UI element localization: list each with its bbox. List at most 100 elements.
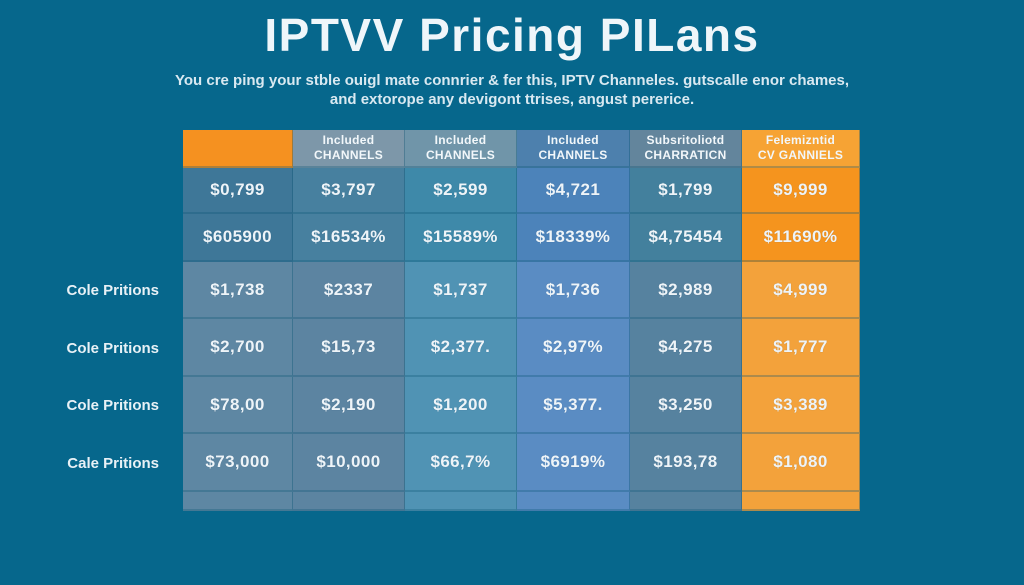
- price-value: $78,00: [210, 394, 265, 414]
- price-cell: $78,00: [183, 377, 293, 434]
- empty-cell: [293, 492, 405, 511]
- price-value: $2,989: [658, 279, 713, 299]
- header-cell: Subsritoliotd CHARRATICN: [630, 130, 742, 168]
- price-cell: $1,738: [183, 262, 293, 319]
- price-value: $605900: [203, 227, 272, 246]
- price-cell: $0,799: [183, 168, 293, 214]
- price-value: $1,738: [210, 279, 265, 299]
- price-cell: $2,97%: [517, 319, 630, 377]
- header-text: Included: [322, 133, 375, 147]
- header-text: CHARRATICN: [644, 148, 727, 162]
- price-value: $1,799: [658, 180, 713, 199]
- price-cell: $2337: [293, 262, 405, 319]
- row-label-empty: [30, 130, 175, 168]
- price-value: $2337: [323, 279, 374, 299]
- header-cell: Included CHANNELS: [405, 130, 517, 168]
- price-cell: $18339%: [517, 214, 630, 262]
- price-value: $4,721: [545, 180, 601, 199]
- header-text: CHANNELS: [425, 148, 496, 162]
- price-value: $4,275: [658, 337, 713, 356]
- price-value: $4,999: [773, 279, 828, 299]
- price-cell: $3,797: [293, 168, 405, 214]
- price-value: $5,377.: [543, 394, 603, 414]
- row-label: Cole Pritions: [66, 339, 159, 357]
- price-value: $0,799: [210, 180, 265, 199]
- header-text: Included: [547, 133, 599, 147]
- price-cell: $2,377.: [405, 319, 517, 377]
- row-label: Cale Pritions: [67, 454, 159, 472]
- price-cell: $1,799: [630, 168, 742, 214]
- price-value: $3,389: [773, 394, 828, 414]
- header-text: CV GANNIELS: [757, 148, 844, 162]
- price-cell: $15,73: [293, 319, 405, 377]
- price-cell: $2,700: [183, 319, 293, 377]
- row-label-empty: [30, 168, 175, 214]
- header-text: CHANNELS: [538, 148, 608, 162]
- price-value: $16534%: [311, 227, 386, 246]
- price-value: $2,190: [321, 394, 376, 414]
- price-cell: $1,736: [517, 262, 630, 319]
- price-value: $15,73: [321, 337, 376, 356]
- price-value: $11690%: [763, 227, 838, 246]
- price-value: $2,599: [433, 180, 488, 199]
- price-cell: $73,000: [183, 434, 293, 492]
- price-cell: $2,989: [630, 262, 742, 319]
- header-cell: Felemizntid CV GANNIELS: [742, 130, 860, 168]
- price-value: $2,97%: [542, 337, 604, 356]
- price-value: $9,999: [773, 180, 828, 199]
- empty-cell: [630, 492, 742, 511]
- price-cell: $6919%: [517, 434, 630, 492]
- price-cell: $1,200: [405, 377, 517, 434]
- pricing-table: Included CHANNELS Included CHANNELS Included…: [183, 130, 860, 511]
- empty-cell: [405, 492, 517, 511]
- price-cell: $4,75454: [630, 214, 742, 262]
- price-cell: $1,080: [742, 434, 860, 492]
- header-cell-empty: [183, 130, 293, 168]
- price-value: $3,797: [321, 180, 376, 199]
- price-cell: $2,599: [405, 168, 517, 214]
- price-value: $10,000: [316, 452, 381, 471]
- header-text: Included: [434, 133, 487, 147]
- price-cell: $9,999: [742, 168, 860, 214]
- price-value: $3,250: [658, 394, 713, 414]
- row-label-empty: [30, 492, 175, 511]
- price-cell: $4,999: [742, 262, 860, 319]
- page-title: IPTVV Pricing PILans: [264, 9, 760, 61]
- price-cell: $1,737: [405, 262, 517, 319]
- header-cell: Included CHANNELS: [517, 130, 630, 168]
- empty-cell: [183, 492, 293, 511]
- header-cell: Included CHANNELS: [293, 130, 405, 168]
- price-cell: $5,377.: [517, 377, 630, 434]
- row-label: Cole Pritions: [66, 397, 159, 414]
- price-cell: $16534%: [293, 214, 405, 262]
- price-value: $15589%: [423, 227, 498, 246]
- price-cell: $1,777: [742, 319, 860, 377]
- price-value: $2,377.: [430, 337, 491, 356]
- price-cell: $3,250: [630, 377, 742, 434]
- empty-cell: [517, 492, 630, 511]
- price-cell: $11690%: [742, 214, 860, 262]
- price-value: $6919%: [540, 452, 606, 471]
- price-value: $2,700: [210, 337, 265, 356]
- row-label: Cole Pritions: [66, 282, 159, 299]
- header-text: Felemizntid: [765, 133, 836, 147]
- header-text: CHANNELS: [313, 148, 384, 162]
- price-cell: $66,7%: [405, 434, 517, 492]
- price-cell: $605900: [183, 214, 293, 262]
- price-value: $1,736: [545, 279, 601, 299]
- header-text: Subsritoliotd: [646, 133, 725, 147]
- price-value: $73,000: [205, 452, 270, 471]
- price-value: $1,777: [773, 337, 828, 356]
- price-value: $66,7%: [430, 452, 491, 471]
- price-value: $18339%: [535, 227, 611, 246]
- price-cell: $4,721: [517, 168, 630, 214]
- price-cell: $193,78: [630, 434, 742, 492]
- page-subtitle-line2: and extorope any devigont ttrises, angus…: [329, 91, 695, 108]
- price-value: $4,75454: [648, 227, 723, 246]
- price-value: $1,080: [773, 452, 828, 471]
- empty-cell: [742, 492, 860, 511]
- price-value: $193,78: [653, 452, 718, 471]
- price-cell: $10,000: [293, 434, 405, 492]
- price-cell: $15589%: [405, 214, 517, 262]
